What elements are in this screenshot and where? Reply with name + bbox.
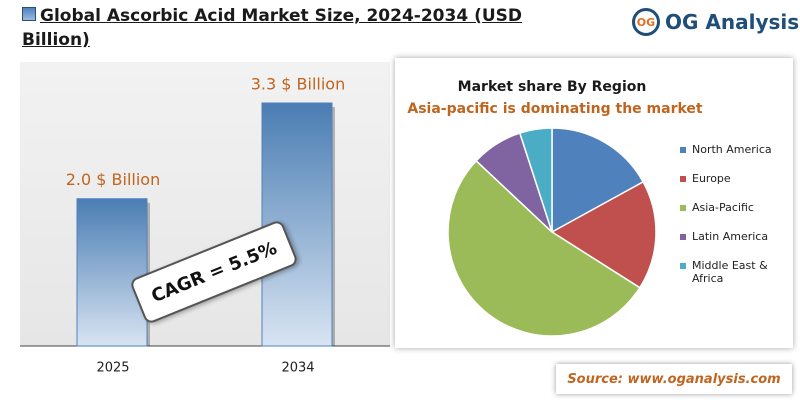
legend-swatch: [680, 234, 686, 240]
legend-swatch: [680, 263, 686, 269]
legend-label: North America: [692, 143, 772, 156]
legend: North America Europe Asia-Pacific Latin Ame…: [680, 143, 790, 288]
value-label: 3.3 $ Billion: [251, 75, 345, 94]
logo: OG OG Analysis: [632, 8, 799, 36]
title-icon: [22, 7, 36, 21]
legend-item: Europe: [680, 172, 790, 201]
legend-label: Middle East & Africa: [692, 259, 768, 285]
x-tick-label: 2034: [281, 361, 314, 376]
pie-subtitle: Asia-pacific is dominating the market: [407, 101, 703, 117]
legend-swatch: [680, 147, 686, 153]
logo-icon: OG: [632, 8, 660, 36]
logo-text: OG Analysis: [665, 10, 800, 34]
legend-label: Europe: [692, 172, 731, 185]
legend-label: Latin America: [692, 230, 769, 243]
pie-slice: [518, 127, 553, 233]
legend-item: North America: [680, 143, 790, 172]
legend-item: Latin America: [680, 230, 790, 259]
legend-item: Middle East & Africa: [680, 259, 790, 288]
value-label: 2.0 $ Billion: [66, 170, 160, 189]
x-tick-label: 2025: [96, 361, 129, 376]
legend-item: Asia-Pacific: [680, 201, 790, 230]
legend-swatch: [680, 205, 686, 211]
pie-slice: [447, 159, 641, 337]
title-text: Global Ascorbic Acid Market Size, 2024-2…: [22, 6, 523, 50]
header-title: Global Ascorbic Acid Market Size, 2024-2…: [22, 4, 542, 52]
bar: [76, 198, 148, 347]
pie-title: Market share By Region: [458, 79, 647, 95]
pie-slice: [551, 127, 645, 234]
source: Source: www.oganalysis.com: [556, 364, 792, 394]
legend-label: Asia-Pacific: [692, 201, 754, 214]
legend-swatch: [680, 176, 686, 182]
pie-slice: [550, 180, 657, 289]
